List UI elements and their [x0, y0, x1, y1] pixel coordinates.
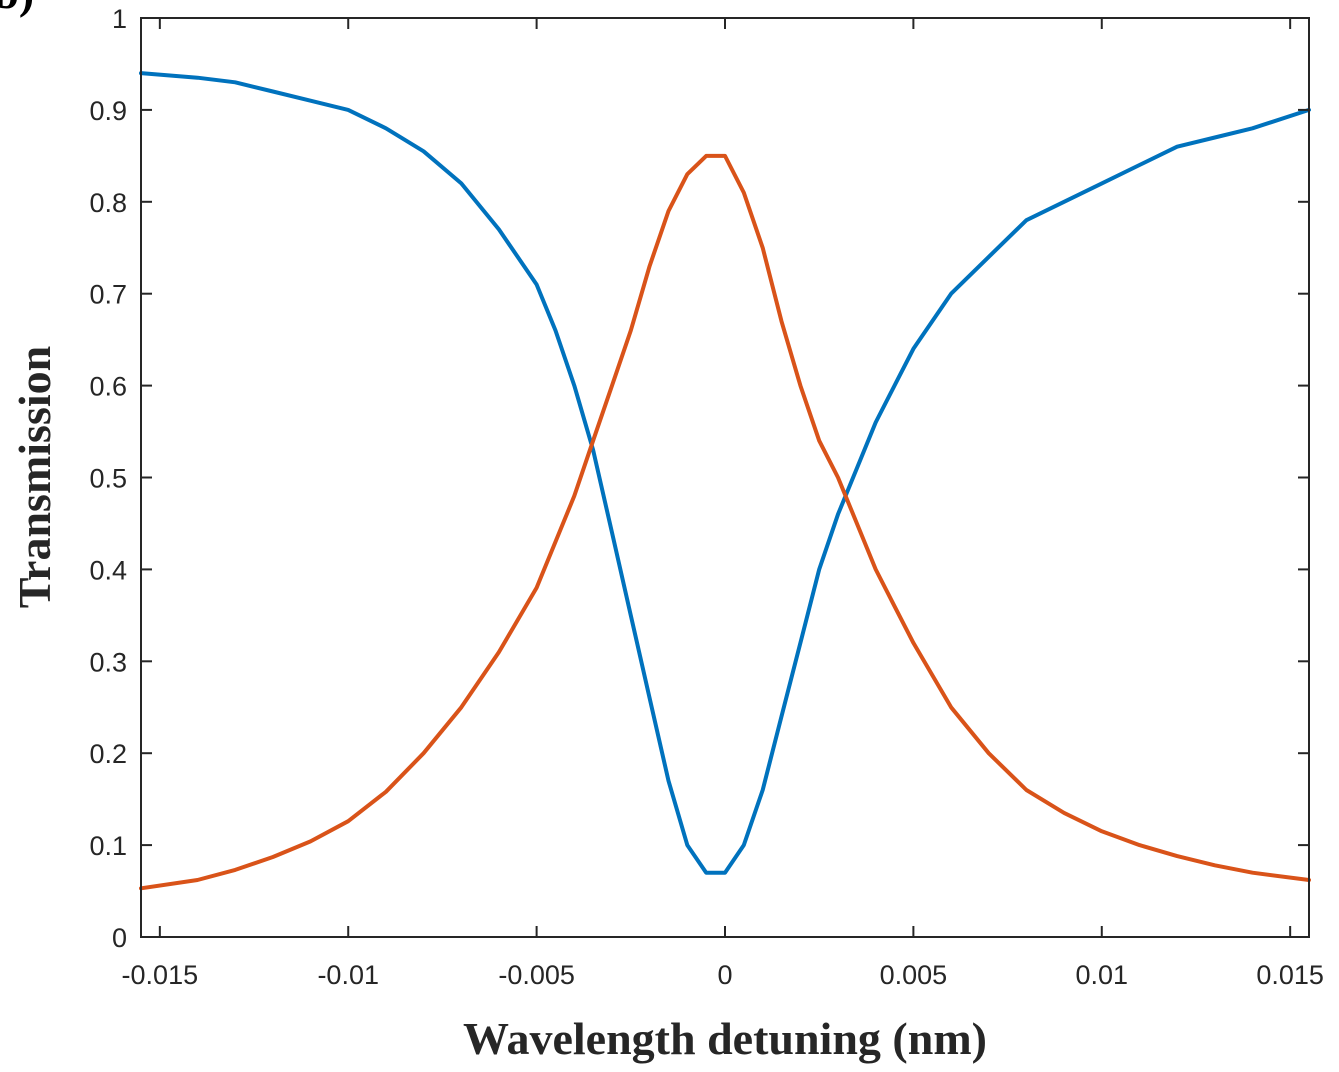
x-tick-label: 0.01 [1075, 960, 1128, 990]
y-axis-title: Transmission [9, 346, 60, 608]
y-tick-label: 0.3 [89, 647, 127, 677]
x-tick-label: 0.015 [1256, 960, 1324, 990]
x-axis-ticks [158, 18, 1292, 937]
y-tick-label: 0.5 [89, 464, 127, 494]
x-axis-tick-labels: -0.015 -0.01 -0.005 0 0.005 0.01 0.015 [122, 960, 1324, 990]
y-tick-label: 0.8 [89, 188, 127, 218]
y-tick-label: 0.9 [89, 96, 127, 126]
y-tick-label: 0.2 [89, 739, 127, 769]
y-tick-label: 0 [112, 923, 127, 953]
panel-label: (b) [0, 0, 34, 18]
x-axis-title: Wavelength detuning (nm) [463, 1013, 987, 1064]
series-line-2 [139, 153, 1311, 891]
x-tick-label: -0.015 [122, 960, 199, 990]
series-line-1 [139, 71, 1311, 875]
y-tick-label: 1 [112, 4, 127, 34]
y-tick-label: 0.6 [89, 372, 127, 402]
series-layer [139, 71, 1311, 891]
y-tick-label: 0.7 [89, 280, 127, 310]
x-tick-label: 0.005 [880, 960, 948, 990]
y-tick-label: 0.1 [89, 831, 127, 861]
y-axis-tick-labels: 0 0.1 0.2 0.3 0.4 0.5 0.6 0.7 0.8 0.9 1 [89, 4, 127, 953]
y-tick-label: 0.4 [89, 555, 127, 585]
y-axis-ticks [141, 17, 1309, 938]
x-tick-label: -0.005 [498, 960, 575, 990]
x-tick-label: -0.01 [317, 960, 379, 990]
x-tick-label: 0 [717, 960, 732, 990]
